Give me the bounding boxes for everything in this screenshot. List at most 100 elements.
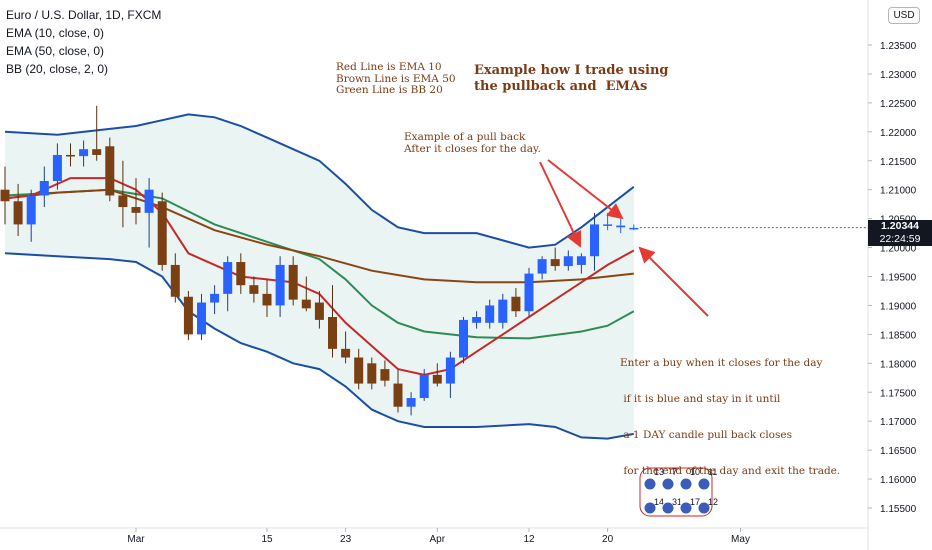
- candle-body[interactable]: [498, 299, 508, 323]
- last-price-label[interactable]: 1.20344 22:24:59: [868, 220, 932, 246]
- candle-body[interactable]: [629, 227, 639, 230]
- time-axis[interactable]: Mar 15 23 Apr 12 20 May: [127, 528, 750, 545]
- price-tick-label: 1.21500: [880, 157, 917, 168]
- flag-icon[interactable]: [643, 501, 657, 515]
- rules-line-4: for the end of the day and exit the trad…: [620, 465, 841, 477]
- candle-body[interactable]: [144, 189, 154, 213]
- candle-body[interactable]: [92, 149, 102, 155]
- candle-body[interactable]: [341, 348, 351, 358]
- event-count: 17: [690, 497, 700, 507]
- candle-body[interactable]: [328, 317, 337, 349]
- rules-note: Enter a buy when it closes for the day i…: [620, 333, 840, 501]
- candle-body[interactable]: [445, 357, 455, 384]
- candle-body[interactable]: [563, 256, 573, 267]
- candle-body[interactable]: [0, 189, 10, 202]
- candle-body[interactable]: [52, 154, 62, 182]
- candle-body[interactable]: [380, 369, 390, 381]
- candle-body[interactable]: [79, 149, 89, 157]
- bollinger-upper-line: [4, 113, 635, 249]
- candle-body[interactable]: [170, 264, 180, 297]
- flag-icon[interactable]: [661, 501, 675, 515]
- line-key-green: Green Line is BB 20: [336, 84, 443, 96]
- candle-body[interactable]: [524, 273, 534, 312]
- candle-body[interactable]: [223, 262, 233, 294]
- headline-note: Example how I trade using the pullback a…: [474, 63, 669, 95]
- price-tick-label: 1.23000: [880, 70, 917, 81]
- annotation-arrow: [539, 161, 582, 248]
- time-tick-label: 20: [602, 534, 614, 545]
- time-tick-label: 23: [340, 534, 352, 545]
- price-tick-label: 1.22000: [880, 128, 917, 139]
- legend-item-bb[interactable]: BB (20, close, 2, 0): [6, 62, 109, 76]
- price-tick-label: 1.17500: [880, 388, 917, 399]
- flag-icon[interactable]: [697, 501, 711, 515]
- price-tick-label: 1.18500: [880, 330, 917, 341]
- candle-body[interactable]: [432, 374, 442, 384]
- legend-item-ema50[interactable]: EMA (50, close, 0): [6, 44, 105, 58]
- legend-title[interactable]: Euro / U.S. Dollar, 1D, FXCM: [6, 8, 162, 22]
- pullback-note: Example of a pull back After it closes f…: [404, 131, 541, 155]
- price-tick-label: 1.15500: [880, 504, 917, 515]
- candle-body[interactable]: [393, 383, 403, 407]
- candle-countdown: 22:24:59: [879, 233, 921, 245]
- flag-icon[interactable]: [697, 477, 711, 491]
- event-count: 11: [708, 467, 717, 477]
- candle-body[interactable]: [576, 256, 586, 265]
- candle-body[interactable]: [210, 293, 220, 303]
- headline-line-2: the pullback and EMAs: [474, 79, 648, 94]
- annotation-arrow: [638, 246, 709, 317]
- candle-body[interactable]: [118, 195, 128, 208]
- chart-legend: Euro / U.S. Dollar, 1D, FXCM EMA (10, cl…: [6, 6, 161, 78]
- candles-group[interactable]: [0, 105, 639, 416]
- line-key-red: Red Line is EMA 10: [336, 61, 442, 73]
- candle-body[interactable]: [105, 146, 115, 196]
- candle-body[interactable]: [275, 264, 285, 306]
- candle-body[interactable]: [249, 285, 259, 294]
- candle-body[interactable]: [511, 296, 521, 312]
- time-tick-label: May: [731, 534, 750, 545]
- flag-icon[interactable]: [643, 477, 657, 491]
- event-count: 14: [654, 497, 664, 507]
- candle-body[interactable]: [183, 296, 193, 335]
- candle-body[interactable]: [197, 302, 206, 335]
- legend-item-ema10[interactable]: EMA (10, close, 0): [6, 26, 105, 40]
- candle-body[interactable]: [314, 302, 324, 320]
- candle-body[interactable]: [301, 299, 311, 309]
- candle-body[interactable]: [13, 201, 23, 225]
- flag-icon[interactable]: [679, 477, 693, 491]
- candle-body[interactable]: [603, 224, 613, 226]
- candle-body[interactable]: [406, 398, 416, 407]
- price-tick-label: 1.16000: [880, 475, 917, 486]
- candle-body[interactable]: [39, 181, 49, 196]
- candle-body[interactable]: [236, 262, 246, 286]
- candle-body[interactable]: [472, 317, 482, 323]
- candle-body[interactable]: [590, 224, 599, 257]
- economic-events[interactable]: 13 7 10 11 14 31 17 12: [639, 467, 718, 517]
- currency-badge[interactable]: USD: [888, 7, 920, 24]
- annotation-arrows: [539, 159, 709, 317]
- candle-body[interactable]: [66, 154, 75, 157]
- candle-body[interactable]: [537, 259, 547, 274]
- events-badge[interactable]: [639, 467, 713, 517]
- flag-icon[interactable]: [661, 477, 675, 491]
- time-tick-label: Mar: [127, 534, 145, 545]
- candle-body[interactable]: [550, 259, 560, 267]
- candle-body[interactable]: [419, 374, 429, 399]
- candle-body[interactable]: [459, 319, 468, 358]
- candle-body[interactable]: [262, 293, 272, 306]
- flag-icon[interactable]: [679, 501, 693, 515]
- candle-body[interactable]: [157, 201, 167, 265]
- pullback-line-1: Example of a pull back: [404, 131, 526, 143]
- candle-body[interactable]: [26, 195, 36, 225]
- candle-body[interactable]: [367, 363, 377, 384]
- candle-body[interactable]: [354, 357, 364, 384]
- event-count: 13: [654, 467, 664, 477]
- candle-body[interactable]: [288, 264, 298, 300]
- candle-body[interactable]: [616, 225, 626, 228]
- price-tick-label: 1.17000: [880, 417, 917, 428]
- price-tick-label: 1.22500: [880, 99, 917, 110]
- candle-body[interactable]: [131, 207, 141, 213]
- candle-body[interactable]: [485, 305, 495, 323]
